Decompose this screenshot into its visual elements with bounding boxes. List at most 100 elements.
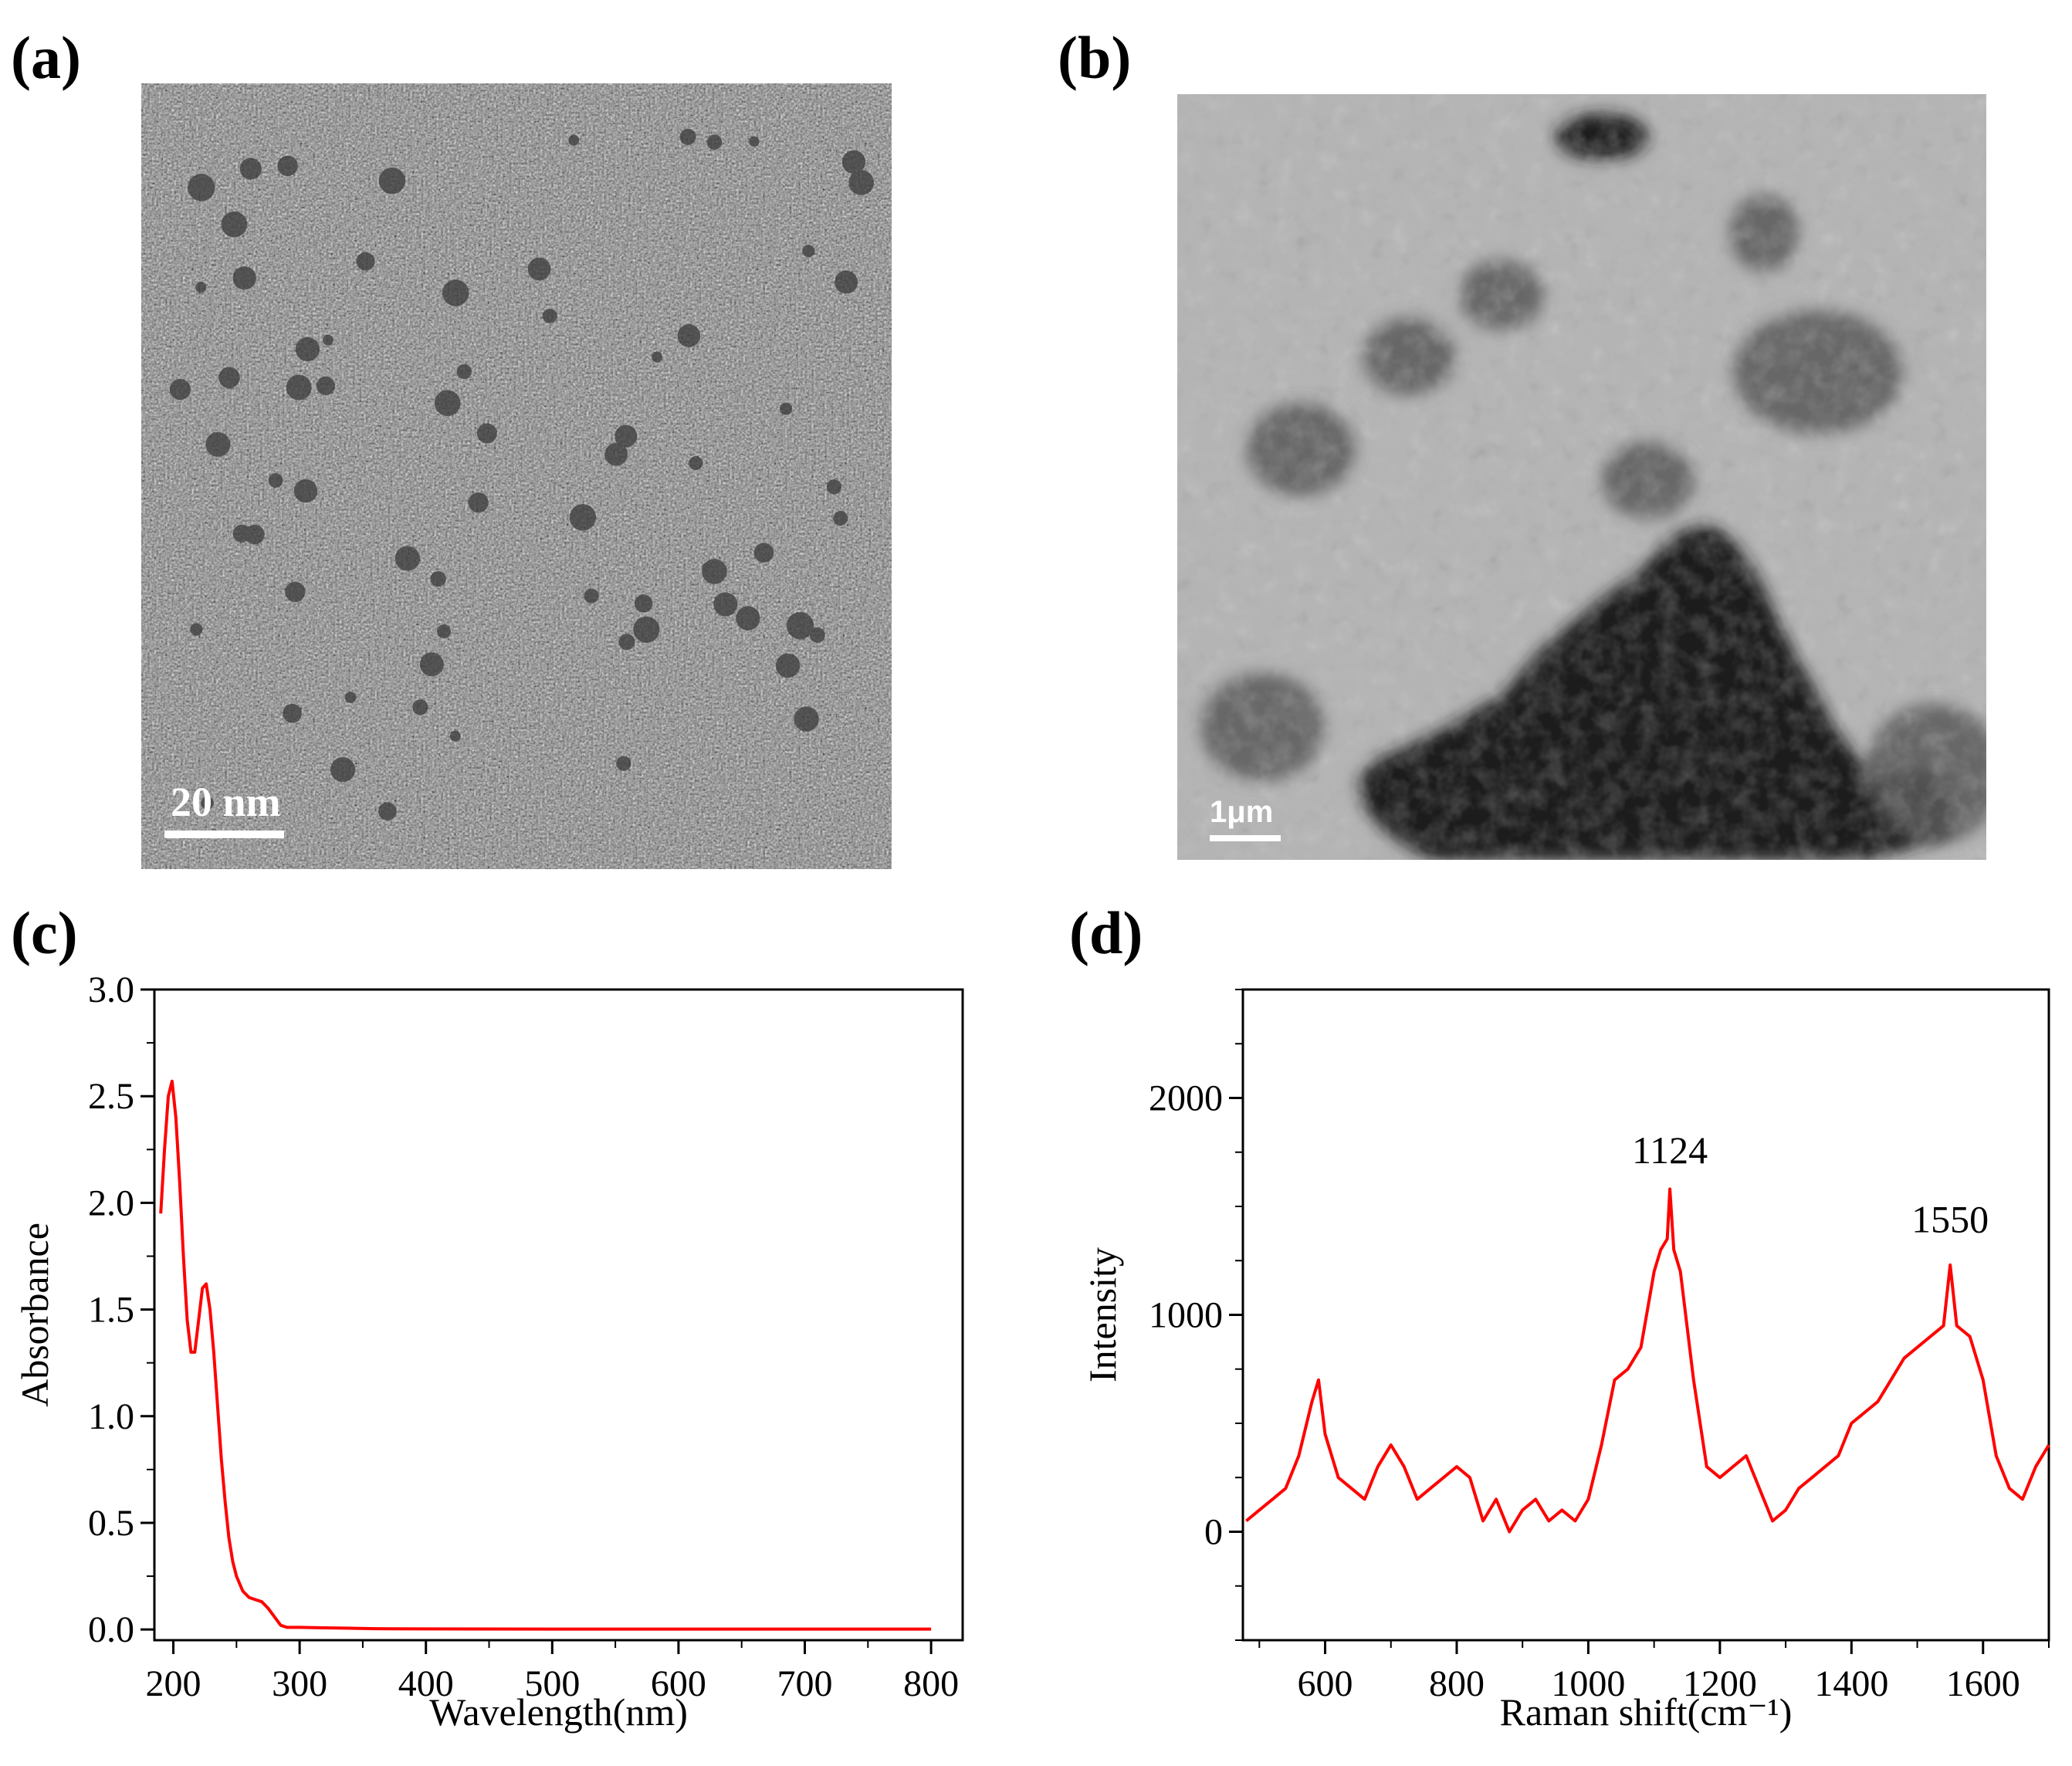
nanoparticle (633, 616, 660, 643)
nanoparticle (775, 653, 801, 678)
nanoparticle (786, 611, 814, 640)
x-tick-label: 1400 (1814, 1663, 1888, 1704)
nanoparticle (794, 706, 819, 732)
x-axis-label: Raman shift(cm⁻¹) (1500, 1690, 1793, 1734)
nanoparticle (277, 155, 298, 177)
x-tick-label: 400 (398, 1663, 454, 1704)
x-tick-label: 800 (903, 1663, 959, 1704)
data-series-line (1245, 1187, 2050, 1534)
scale-bar-a (164, 831, 284, 838)
nanoparticle (195, 282, 207, 293)
nanoparticle (378, 167, 406, 195)
x-tick-label: 1200 (1683, 1663, 1757, 1704)
nanoparticle (749, 136, 760, 147)
nanoparticle (802, 245, 815, 258)
nanoparticle (437, 624, 451, 638)
nanoparticle (569, 504, 597, 531)
y-tick-label: 1000 (1149, 1295, 1223, 1336)
nanoparticle (201, 797, 214, 810)
nanoparticle (713, 592, 738, 617)
y-axis-label: Intensity (1081, 1247, 1124, 1382)
nanoparticle (190, 623, 203, 636)
scale-bar-label-a: 20 nm (171, 779, 281, 825)
nanoparticle (456, 364, 472, 380)
raman-chart: 600 800 1000 1200 1400 1600 0 1000 2000 Raman shi… (1081, 988, 2050, 1734)
nanoparticle (316, 376, 335, 395)
nanoparticle (412, 699, 428, 716)
nanoparticle (378, 802, 397, 820)
nanoparticle (434, 390, 461, 416)
nanoparticle (476, 423, 497, 444)
nanoparticle (841, 150, 866, 174)
absorbance-chart: 200 300 400 500 600 700 800 0.0 0.5 1.0 1.5 2.0 2.5 3… (13, 969, 964, 1734)
nanoparticle (286, 374, 312, 401)
peak-annotation: 1550 (1911, 1198, 1989, 1241)
nanoparticle (809, 627, 825, 643)
nanoparticle (188, 174, 215, 201)
nanoparticle (430, 571, 446, 587)
nanoparticle (330, 757, 356, 783)
nanoparticle (419, 652, 444, 677)
panel-label-a: (a) (11, 24, 81, 91)
y-tick-label: 1.0 (88, 1396, 134, 1437)
x-tick-label: 600 (651, 1663, 706, 1704)
y-tick-label: 0 (1204, 1512, 1223, 1553)
y-tick-label: 2.0 (88, 1182, 134, 1223)
nanoparticle (677, 324, 701, 347)
nanoparticle (239, 157, 262, 180)
tem-image-b-texture (1177, 94, 1986, 860)
scale-bar-label-b: 1μm (1210, 795, 1274, 829)
nanoparticle (634, 594, 653, 613)
nanoparticle (826, 479, 842, 495)
panel-label-b: (b) (1058, 24, 1132, 91)
tem-image-a-texture (141, 83, 892, 869)
nanoparticle (356, 252, 375, 271)
y-tick-label: 2000 (1149, 1078, 1223, 1119)
nanoparticle (268, 473, 283, 488)
nanoparticle (706, 134, 723, 150)
nanoparticle (736, 606, 760, 631)
nanoparticle (542, 308, 557, 323)
nanoparticle (780, 402, 793, 415)
nanoparticle (568, 134, 580, 146)
nanoparticle (848, 170, 874, 195)
nanoparticle (616, 756, 631, 771)
y-tick-label: 0.5 (88, 1503, 134, 1544)
scale-bar-b (1210, 835, 1281, 841)
nanoparticle (604, 442, 628, 466)
nanoparticle (218, 367, 240, 389)
plot-frame (153, 988, 964, 1642)
tem-image-a: 20 nm (141, 83, 892, 869)
nanoparticle (283, 703, 302, 723)
nanoparticle (205, 431, 231, 457)
nanoparticle (618, 634, 635, 651)
y-tick-label: 3.0 (88, 969, 134, 1010)
nanoparticle (293, 479, 318, 503)
nanoparticle (679, 128, 696, 145)
y-tick-label: 0.0 (88, 1609, 134, 1650)
nanoparticle (344, 692, 357, 703)
x-tick-label: 800 (1429, 1663, 1485, 1704)
nanoparticle (442, 279, 469, 306)
nanoparticle (702, 562, 713, 573)
nanoparticle (614, 425, 638, 448)
nanoparticle (394, 546, 420, 571)
nanoparticle (753, 543, 774, 563)
x-tick-label: 300 (272, 1663, 327, 1704)
nanoparticle (833, 511, 848, 526)
x-tick-label: 1000 (1551, 1663, 1625, 1704)
data-series-line (159, 1079, 932, 1631)
nanoparticle (323, 334, 333, 346)
y-axis-label: Absorbance (13, 1223, 56, 1407)
y-tick-label: 1.5 (88, 1290, 134, 1331)
nanoparticle (169, 378, 191, 401)
nanoparticle (449, 730, 461, 742)
x-axis-label: Wavelength(nm) (429, 1690, 688, 1734)
x-tick-label: 600 (1298, 1663, 1353, 1704)
panel-label-d: (d) (1069, 899, 1143, 966)
nanoparticle (221, 211, 248, 238)
x-tick-label: 700 (777, 1663, 833, 1704)
nanoparticle (527, 257, 551, 281)
x-tick-label: 500 (524, 1663, 580, 1704)
nanoparticle-group (169, 128, 874, 820)
